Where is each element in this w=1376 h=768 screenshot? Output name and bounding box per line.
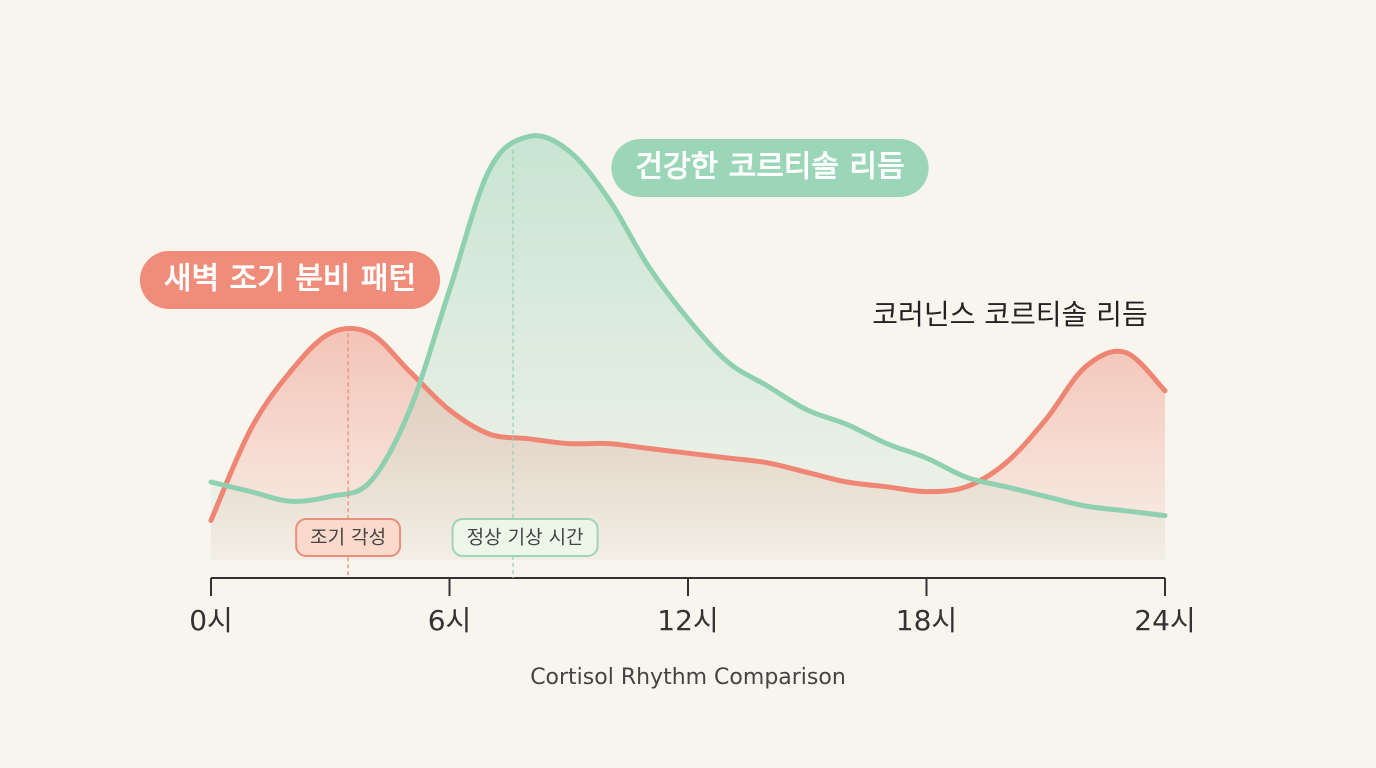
legend-label: 건강한 코르티솔 리듬 <box>635 150 904 185</box>
x-tick-label: 12시 <box>657 604 718 637</box>
annotation: 조기 각성 <box>295 518 402 557</box>
note: 코러닌스 코르티솔 리듬 <box>872 298 1147 331</box>
annotation-box <box>451 518 599 557</box>
annotation-text: 조기 각성 <box>310 527 386 549</box>
area <box>211 135 1165 560</box>
line <box>208 133 1168 519</box>
annotation-box <box>295 518 402 557</box>
legend-pill <box>139 251 441 309</box>
annotation-text: 정상 기상 시간 <box>467 527 584 549</box>
x-tick-label: 24시 <box>1134 604 1195 637</box>
line <box>208 325 1168 523</box>
annotation: 정상 기상 시간 <box>451 518 599 557</box>
x-tick-label: 18시 <box>896 604 957 637</box>
legend-item: 새벽 조기 분비 패턴 <box>139 251 441 309</box>
chart-title: Cortisol Rhythm Comparison <box>530 665 846 690</box>
x-tick-label: 6시 <box>428 604 472 637</box>
legend-pill <box>611 139 929 197</box>
legend-label: 새벽 조기 분비 패턴 <box>164 262 416 297</box>
legend-item: 건강한 코르티솔 리듬 <box>611 139 929 197</box>
x-tick-label: 0시 <box>189 604 233 637</box>
